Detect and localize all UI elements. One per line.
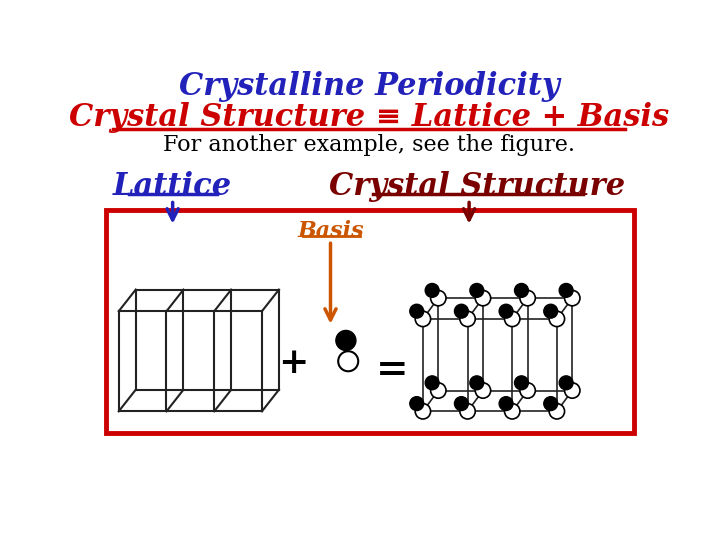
Circle shape (415, 311, 431, 327)
Text: =: = (376, 352, 408, 389)
Circle shape (470, 376, 484, 390)
Circle shape (549, 403, 564, 419)
Circle shape (410, 304, 423, 318)
Circle shape (499, 397, 513, 410)
Circle shape (544, 397, 558, 410)
Text: For another example, see the figure.: For another example, see the figure. (163, 134, 575, 156)
Circle shape (454, 397, 468, 410)
Circle shape (544, 304, 558, 318)
Circle shape (431, 383, 446, 398)
Text: +: + (279, 346, 309, 380)
Circle shape (410, 397, 423, 410)
Circle shape (460, 311, 475, 327)
Circle shape (515, 284, 528, 298)
Circle shape (470, 284, 484, 298)
Text: Crystalline Periodicity: Crystalline Periodicity (179, 71, 559, 102)
Circle shape (515, 376, 528, 390)
Circle shape (431, 291, 446, 306)
Circle shape (564, 383, 580, 398)
Circle shape (426, 284, 439, 298)
Circle shape (475, 383, 490, 398)
Circle shape (559, 376, 573, 390)
Circle shape (564, 291, 580, 306)
Circle shape (559, 284, 573, 298)
Circle shape (454, 304, 468, 318)
Circle shape (415, 403, 431, 419)
Circle shape (338, 351, 359, 372)
Circle shape (336, 330, 356, 350)
Bar (106, 210, 634, 433)
Text: Crystal Structure: Crystal Structure (329, 171, 625, 202)
Circle shape (426, 376, 439, 390)
Circle shape (520, 383, 536, 398)
Circle shape (460, 403, 475, 419)
Text: Crystal Structure ≡ Lattice + Basis: Crystal Structure ≡ Lattice + Basis (69, 102, 669, 133)
Text: Basis: Basis (297, 220, 364, 242)
Circle shape (549, 311, 564, 327)
Circle shape (499, 304, 513, 318)
Circle shape (505, 403, 520, 419)
Circle shape (505, 311, 520, 327)
Text: Lattice: Lattice (113, 171, 233, 202)
Circle shape (520, 291, 536, 306)
Circle shape (475, 291, 490, 306)
